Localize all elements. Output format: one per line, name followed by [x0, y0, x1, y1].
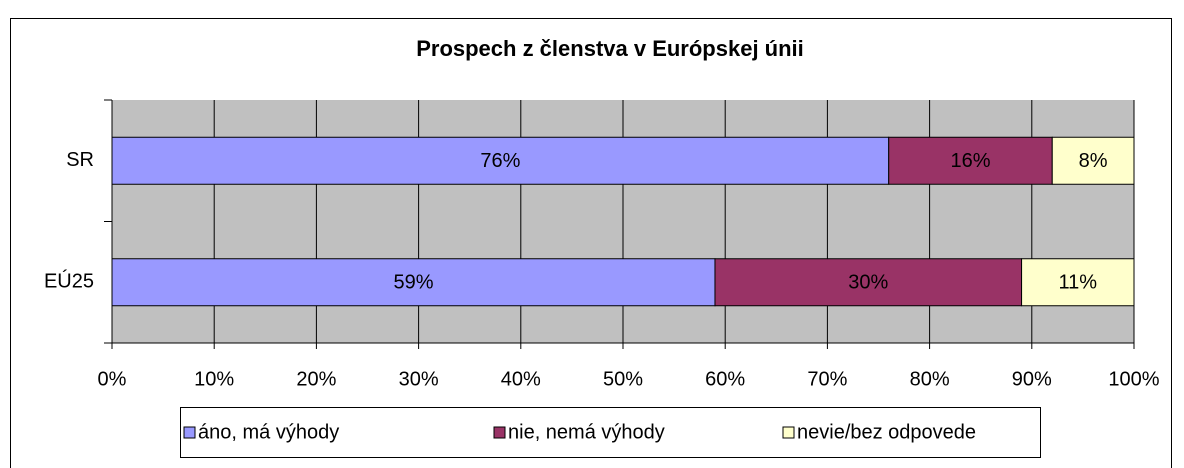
x-tick-label: 90% — [1012, 368, 1052, 390]
legend-swatch — [183, 426, 196, 439]
legend-label: áno, má výhody — [198, 421, 339, 443]
bar-segment — [111, 136, 890, 185]
legend-swatch — [493, 426, 506, 439]
value-label: 16% — [950, 150, 990, 172]
legend-label: nie, nemá výhody — [508, 421, 665, 443]
legend-swatch — [782, 426, 795, 439]
x-tick-label: 10% — [194, 368, 234, 390]
x-tick-label: 50% — [603, 368, 643, 390]
value-label: 30% — [848, 272, 888, 294]
value-label: 76% — [480, 150, 520, 172]
x-tick-label: 100% — [1108, 368, 1159, 390]
value-label: 11% — [1059, 272, 1098, 294]
chart-title: Prospech z členstva v Európskej únii — [416, 36, 804, 61]
bar-segment — [1021, 258, 1135, 307]
bar-segment — [714, 258, 1023, 307]
legend-box — [180, 407, 1041, 458]
value-label: 8% — [1079, 150, 1108, 172]
x-tick-label: 30% — [399, 368, 439, 390]
x-tick-label: 80% — [910, 368, 950, 390]
bar-segment — [888, 136, 1053, 185]
y-tick-label: EÚ25 — [44, 270, 94, 293]
y-tick-label: SR — [66, 149, 94, 171]
bar-segment — [1051, 136, 1135, 185]
x-tick-label: 60% — [705, 368, 745, 390]
legend-label: nevie/bez odpovede — [797, 421, 976, 443]
x-tick-label: 70% — [807, 368, 847, 390]
x-tick-label: 20% — [296, 368, 336, 390]
x-tick-label: 40% — [501, 368, 541, 390]
value-label: 59% — [393, 272, 433, 294]
x-tick-label: 0% — [98, 368, 127, 390]
